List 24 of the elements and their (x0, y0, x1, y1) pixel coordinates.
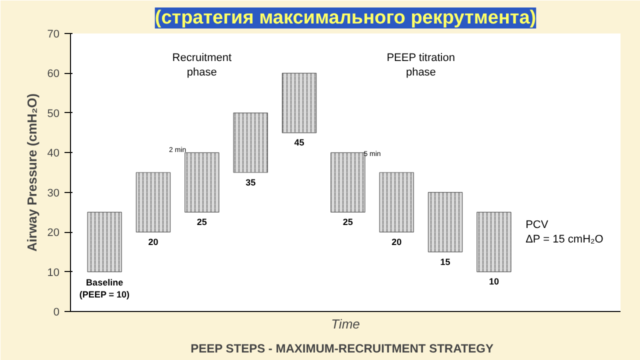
x-axis-title: Time (331, 316, 360, 332)
annotation: PEEP titration phase (386, 52, 455, 78)
annotation: 20 (148, 237, 158, 248)
y-tick-label: 30 (47, 187, 60, 200)
annotation: 15 (440, 256, 450, 267)
annotation: 45 (294, 138, 304, 148)
chart-title: (стратегия максимального рекрутмента) (154, 8, 536, 28)
y-tick-label: 50 (47, 108, 60, 120)
y-tick-label: 40 (47, 148, 60, 160)
y-tick-label: 70 (47, 28, 60, 40)
annotation: 25 (196, 217, 207, 228)
annotation: 10 (488, 276, 499, 287)
y-tick-label: 0 (53, 306, 60, 318)
y-tick-label: 10 (47, 266, 60, 279)
y-tick-label: 20 (47, 227, 60, 240)
y-tick-label: 60 (47, 68, 60, 80)
annotation: 20 (392, 237, 402, 248)
annotation: 25 (342, 217, 353, 228)
text: PCV ΔP = 15 cmH₂O (526, 218, 604, 246)
text: PEEP STEPS - MAXIMUM-RECRUITMENT STRATEGY (190, 342, 494, 356)
annotation: 35 (246, 177, 256, 188)
annotation: Baseline (PEEP = 10) (79, 278, 130, 300)
y-axis-title: Airway Pressure (cmH₂O) (24, 93, 40, 252)
annotation: Recruitment phase (172, 52, 232, 78)
